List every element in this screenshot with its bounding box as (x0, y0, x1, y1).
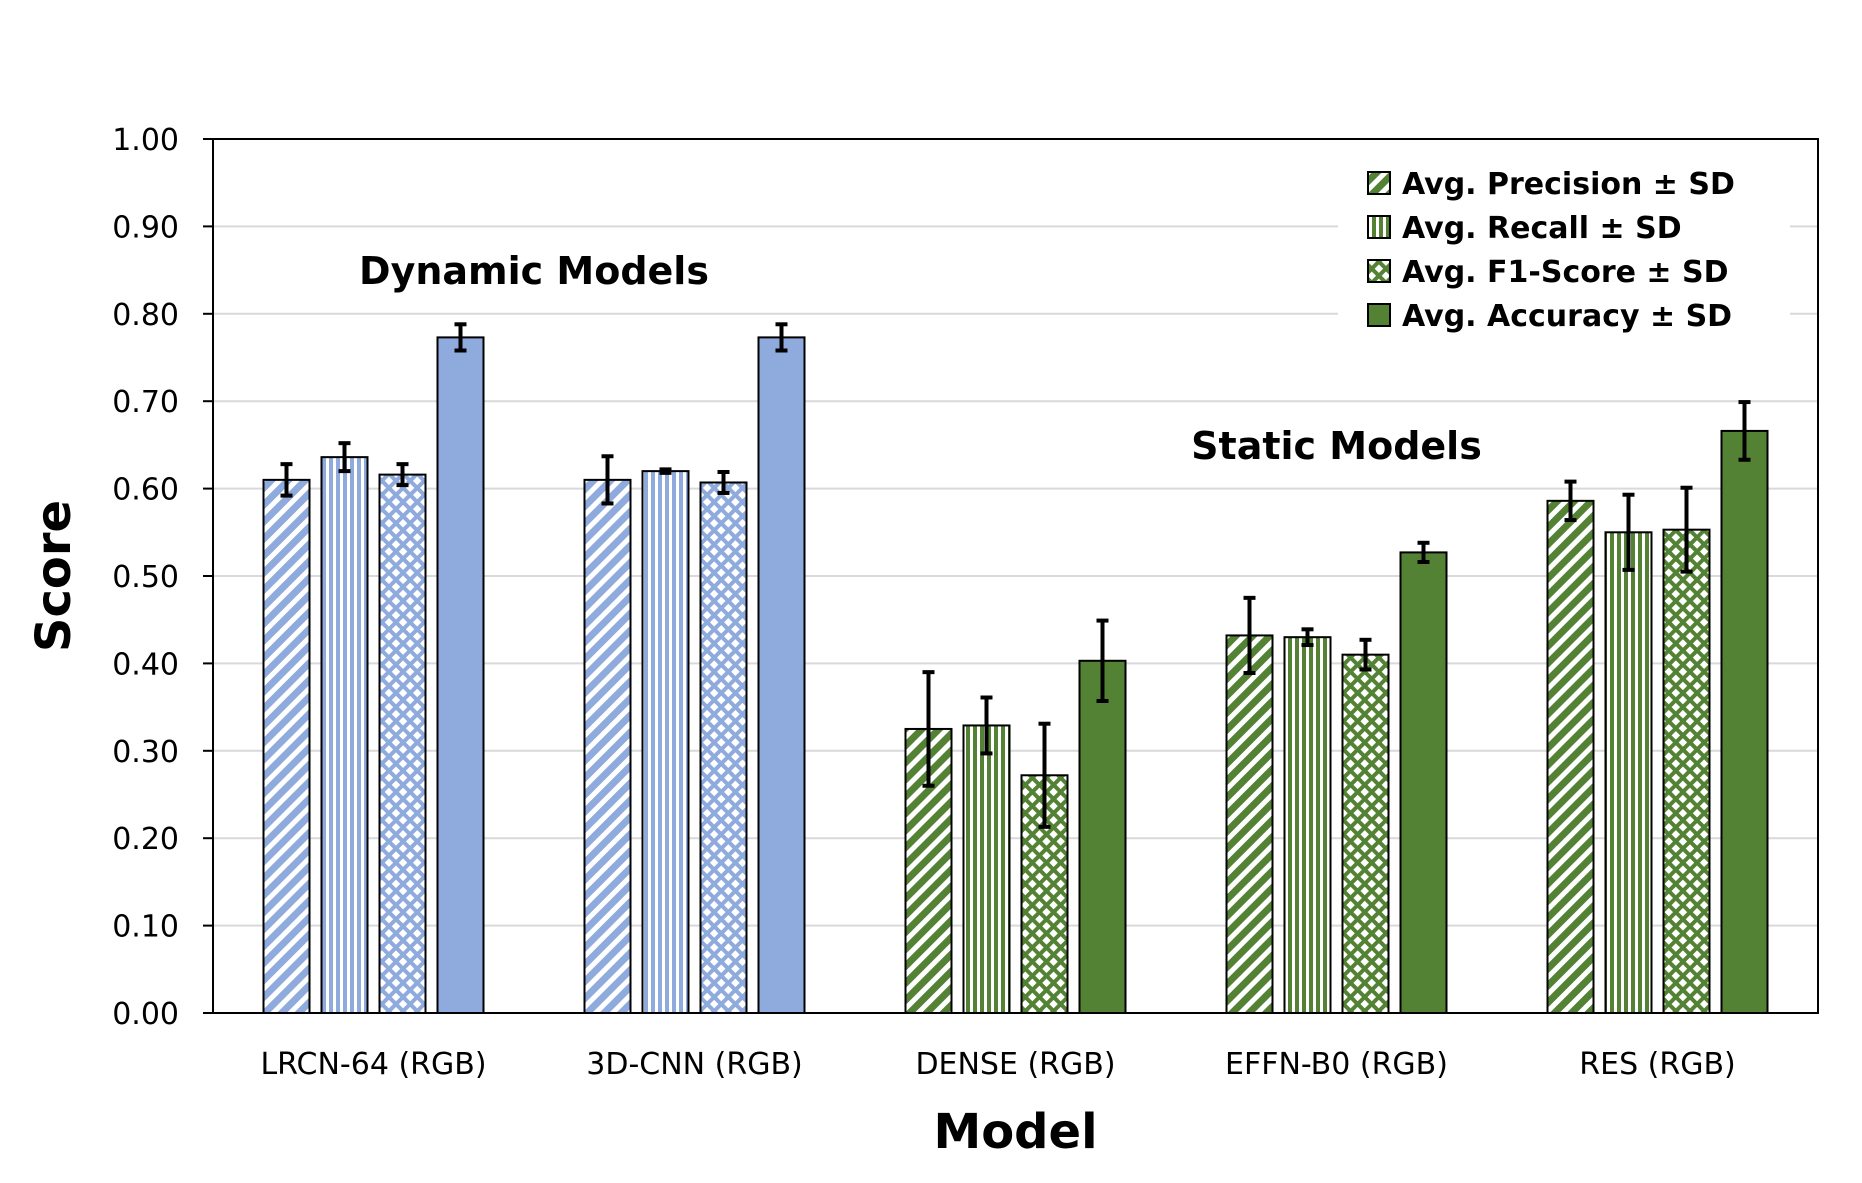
error-bar (659, 467, 672, 475)
error-bar (280, 462, 293, 498)
legend-background (1338, 152, 1790, 350)
error-bar (1738, 400, 1751, 462)
bar (1078, 659, 1127, 1014)
bar (1604, 531, 1653, 1014)
error-bar (1301, 627, 1314, 648)
error-bar (775, 322, 788, 353)
bar (1546, 499, 1595, 1014)
legend-item: Avg. Recall ± SD (1367, 211, 1682, 246)
legend-swatch (1367, 303, 1391, 327)
error-bar (922, 670, 935, 788)
error-bar (338, 441, 351, 474)
y-tick-label: 0.50 (112, 560, 179, 595)
legend-item: Avg. Accuracy ± SD (1367, 299, 1732, 334)
error-bar (1243, 595, 1256, 676)
x-tick-label: EFFN-B0 (RGB) (1225, 1047, 1448, 1082)
group-annotation: Dynamic Models (359, 249, 709, 293)
y-tick-label: 0.70 (112, 385, 179, 420)
legend-label: Avg. Recall ± SD (1402, 211, 1682, 246)
y-tick-label: 1.00 (112, 123, 179, 158)
bar (1341, 653, 1390, 1014)
bar (757, 336, 806, 1014)
bars (262, 336, 1769, 1014)
error-bar (1038, 721, 1051, 829)
bar (378, 473, 427, 1014)
error-bar (1564, 479, 1577, 523)
x-tick-label: 3D-CNN (RGB) (586, 1047, 802, 1082)
x-tick-label: RES (RGB) (1579, 1047, 1735, 1082)
bar (262, 478, 311, 1014)
error-bar (601, 454, 614, 506)
legend-label: Avg. F1-Score ± SD (1402, 255, 1729, 290)
bar (1399, 551, 1448, 1014)
error-bar (454, 322, 467, 353)
annotations: Dynamic Models Static Models (359, 249, 1482, 468)
error-bar (717, 469, 730, 495)
error-bar (1680, 485, 1693, 574)
y-tick-label: 0.00 (112, 997, 179, 1032)
x-tick-label: DENSE (RGB) (915, 1047, 1115, 1082)
error-bar (1417, 540, 1430, 565)
y-tick-label: 0.20 (112, 822, 179, 857)
bar (1225, 634, 1274, 1014)
legend-label: Avg. Accuracy ± SD (1402, 299, 1732, 334)
y-axis-title: Score (26, 500, 82, 652)
bar (436, 336, 485, 1014)
error-bar (396, 462, 409, 488)
bar (1283, 636, 1332, 1014)
legend-item: Avg. Precision ± SD (1367, 167, 1735, 202)
legend-item: Avg. F1-Score ± SD (1367, 255, 1729, 290)
error-bar (1359, 637, 1372, 672)
legend-swatch (1367, 171, 1391, 195)
y-tick-label: 0.90 (112, 210, 179, 245)
legend-swatch (1367, 259, 1391, 283)
y-axis-ticks: 0.00 0.10 0.20 0.30 0.40 0.50 0.60 0.70 0.80 0.90… (112, 123, 213, 1032)
bar (583, 478, 632, 1014)
x-axis-ticks: LRCN-64 (RGB) 3D-CNN (RGB) DENSE (RGB) EFFN… (260, 1047, 1735, 1082)
bar (699, 481, 748, 1014)
bar (962, 724, 1011, 1014)
legend-swatch (1367, 215, 1391, 239)
error-bar (1622, 492, 1635, 572)
bar (1662, 528, 1711, 1014)
legend-label: Avg. Precision ± SD (1402, 167, 1735, 202)
error-bar (980, 695, 993, 756)
legend: Avg. Precision ± SD Avg. Recall ± SD Avg. … (1338, 152, 1790, 350)
group-annotation: Static Models (1191, 424, 1482, 468)
y-tick-label: 0.60 (112, 473, 179, 508)
y-tick-label: 0.30 (112, 735, 179, 770)
bar (1720, 429, 1769, 1014)
bar (320, 456, 369, 1014)
error-bar (1096, 618, 1109, 703)
y-tick-label: 0.10 (112, 910, 179, 945)
y-tick-label: 0.40 (112, 647, 179, 682)
bar (641, 470, 690, 1014)
error-bars (280, 322, 1751, 829)
x-tick-label: LRCN-64 (RGB) (260, 1047, 486, 1082)
y-tick-label: 0.80 (112, 298, 179, 333)
x-axis-title: Model (933, 1104, 1097, 1160)
